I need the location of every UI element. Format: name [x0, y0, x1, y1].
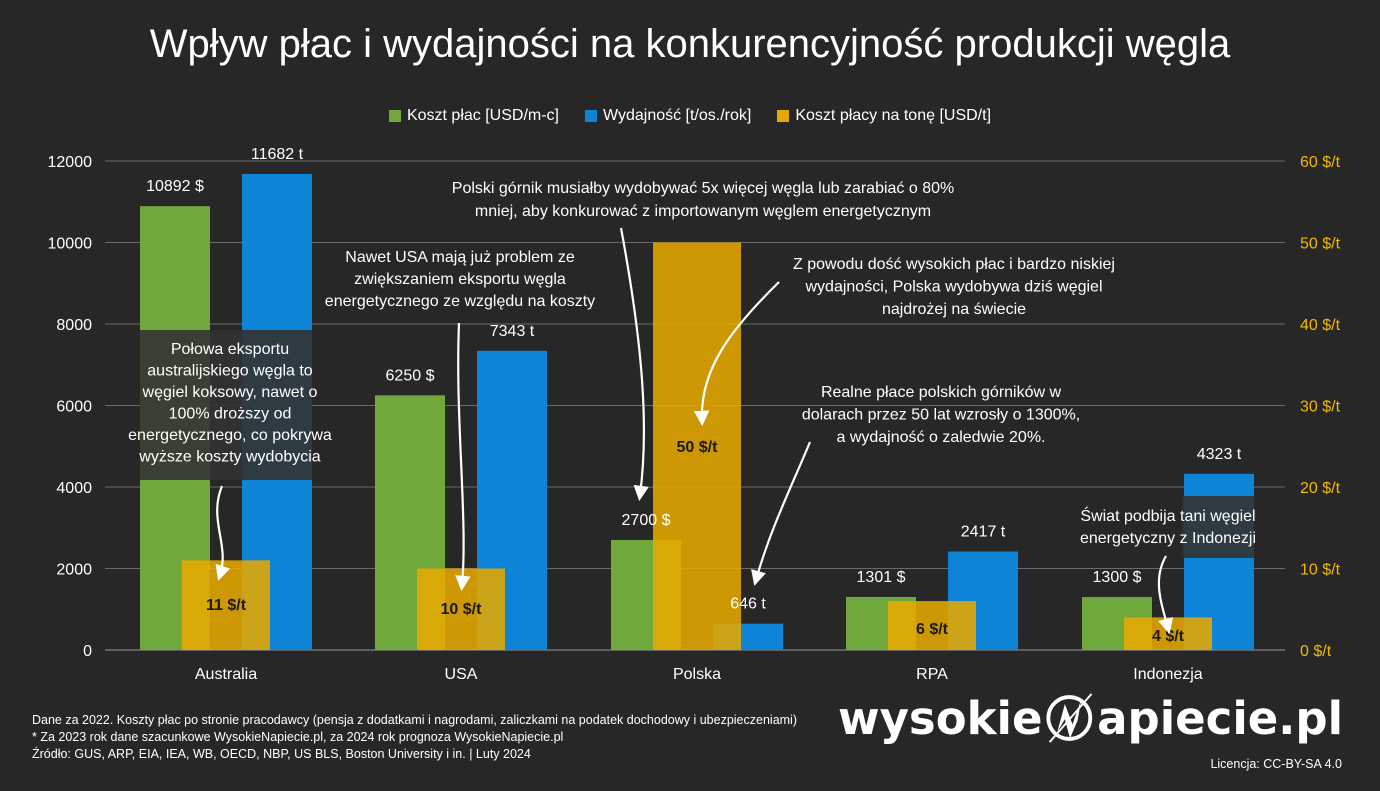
logo-text-part2: apiecie.pl — [1097, 691, 1343, 745]
annotation-line: energetycznego, co pokrywa — [128, 427, 332, 444]
data-label-wages: 6250 $ — [386, 367, 435, 384]
annotation-polska-wages: Realne płace polskich górników w dolarach… — [802, 384, 1080, 446]
legend-swatch-cost-per-ton — [777, 110, 790, 122]
logo-lightning-icon — [1046, 693, 1093, 743]
x-tick-label: RPA — [916, 666, 948, 683]
annotation-australia: Połowa eksportu australijskiego węgla to w… — [128, 341, 332, 466]
bars — [140, 173, 1254, 650]
annotation-line: energetycznego ze względu na koszty — [325, 293, 595, 310]
data-label-productivity: 7343 t — [490, 323, 535, 340]
footer-note-estimates: * Za 2023 rok dane szacunkowe WysokieNap… — [32, 730, 564, 744]
annotation-line: australijskiego węgla to — [147, 363, 313, 380]
axes: 0 2000 4000 6000 8000 10000 12000 0 $/t 10 $/t 20… — [48, 154, 1341, 683]
annotation-line: zwiększaniem eksportu węgla — [354, 271, 566, 288]
annotation-line: Z powodu dość wysokich płac i bardzo nis… — [793, 256, 1115, 273]
x-tick-label: USA — [445, 666, 478, 683]
annotation-line: 100% droższy od — [169, 406, 292, 423]
data-label-wages: 1300 $ — [1093, 569, 1142, 586]
annotation-arrow — [455, 322, 471, 592]
annotation-arrow — [215, 485, 231, 581]
footer-note-sources: Źródło: GUS, ARP, EIA, IEA, WB, OECD, NB… — [32, 747, 531, 761]
annotation-arrow — [1157, 555, 1174, 634]
legend: Koszt płac [USD/m-c] Wydajność [t/os./ro… — [0, 107, 1380, 125]
y-left-tick-label: 2000 — [56, 562, 92, 579]
legend-item-cost-per-ton: Koszt płacy na tonę [USD/t] — [777, 107, 991, 125]
y-left-tick-label: 6000 — [56, 399, 92, 416]
y-left-tick-label: 10000 — [48, 236, 93, 253]
annotation-line: Polski górnik musiałby wydobywać 5x więc… — [452, 180, 954, 197]
data-label-wages: 1301 $ — [857, 569, 906, 586]
y-right-tick-label: 50 $/t — [1300, 236, 1341, 253]
x-tick-label: Indonezja — [1133, 666, 1202, 683]
license: Licencja: CC-BY-SA 4.0 — [1210, 757, 1342, 771]
y-left-tick-label: 0 — [83, 643, 92, 660]
data-label-productivity: 11682 t — [251, 146, 304, 163]
annotation-line: Świat podbija tani węgiel — [1080, 506, 1255, 525]
data-label-cost-per-ton: 4 $/t — [1152, 628, 1185, 645]
x-tick-label: Polska — [673, 666, 721, 683]
data-label-cost-per-ton: 11 $/t — [206, 597, 247, 614]
legend-item-productivity: Wydajność [t/os./rok] — [585, 107, 751, 125]
annotation-polska-price: Z powodu dość wysokich płac i bardzo nis… — [793, 256, 1115, 318]
annotation-line: Połowa eksportu — [171, 341, 289, 358]
annotation-line: Realne płace polskich górników w — [821, 384, 1062, 401]
annotation-backdrop — [1182, 496, 1254, 558]
annotation-arrow — [751, 441, 812, 586]
annotation-arrow — [693, 281, 780, 427]
y-right-tick-label: 10 $/t — [1300, 562, 1341, 579]
y-right-tick-label: 30 $/t — [1300, 399, 1341, 416]
y-left-tick-label: 8000 — [56, 317, 92, 334]
annotation-polska-top: Polski górnik musiałby wydobywać 5x więc… — [452, 180, 954, 220]
footer-note-data: Dane za 2022. Koszty płac po stronie pra… — [32, 713, 797, 727]
annotation-line: wydajności, Polska wydobywa dziś węgiel — [804, 279, 1102, 296]
logo-text-part1: wysokie — [838, 691, 1043, 745]
data-label-cost-per-ton: 10 $/t — [441, 601, 483, 618]
bar-cost-per-ton — [888, 601, 976, 650]
annotation-line: węgiel koksowy, nawet o — [142, 384, 318, 401]
legend-label-cost-per-ton: Koszt płacy na tonę [USD/t] — [795, 107, 992, 124]
legend-swatch-wages — [388, 110, 401, 122]
y-left-tick-label: 12000 — [48, 154, 93, 171]
data-label-productivity: 2417 t — [961, 524, 1006, 541]
data-label-cost-per-ton: 6 $/t — [916, 621, 949, 638]
y-right-tick-label: 40 $/t — [1300, 317, 1341, 334]
y-left-tick-label: 4000 — [56, 480, 92, 497]
data-label-wages: 10892 $ — [146, 178, 204, 195]
y-right-tick-label: 0 $/t — [1300, 643, 1332, 660]
data-label-cost-per-ton: 50 $/t — [677, 439, 719, 456]
y-right-tick-label: 20 $/t — [1300, 480, 1341, 497]
annotation-line: mniej, aby konkurować z importowanym węg… — [475, 203, 931, 220]
x-tick-label: Australia — [195, 666, 257, 683]
annotation-arrow — [619, 227, 649, 502]
annotation-usa: Nawet USA mają już problem ze zwiększanie… — [325, 249, 595, 310]
logo-wysokienapiecie: wysokie apiecie.pl — [838, 678, 1343, 758]
annotation-line: najdrożej na świecie — [882, 301, 1026, 318]
chart-title: Wpływ płac i wydajności na konkurencyjno… — [149, 22, 1231, 66]
data-label-productivity: 646 t — [730, 596, 766, 613]
annotation-line: wyższe koszty wydobycia — [138, 449, 320, 466]
annotation-line: a wydajność o zaledwie 20%. — [836, 429, 1045, 446]
annotation-indonezja: Świat podbija tani węgiel energetyczny z … — [1080, 506, 1256, 547]
annotations: Połowa eksportu australijskiego węgla to w… — [128, 180, 1256, 634]
footer-notes: Dane za 2022. Koszty płac po stronie pra… — [32, 712, 797, 763]
annotation-line: energetyczny z Indonezji — [1080, 530, 1256, 547]
legend-item-wages: Koszt płac [USD/m-c] — [388, 107, 559, 125]
legend-swatch-productivity — [585, 110, 597, 122]
data-label-wages: 2700 $ — [622, 512, 671, 529]
annotation-line: Nawet USA mają już problem ze — [345, 249, 575, 266]
bar-cost-per-ton — [653, 242, 741, 650]
legend-label-wages: Koszt płac [USD/m-c] — [406, 107, 559, 124]
annotation-backdrop — [140, 330, 312, 480]
data-label-productivity: 4323 t — [1197, 446, 1242, 463]
legend-label-productivity: Wydajność [t/os./rok] — [603, 107, 752, 124]
annotation-line: dolarach przez 50 lat wzrosły o 1300%, — [802, 407, 1080, 424]
y-right-tick-label: 60 $/t — [1300, 154, 1341, 171]
